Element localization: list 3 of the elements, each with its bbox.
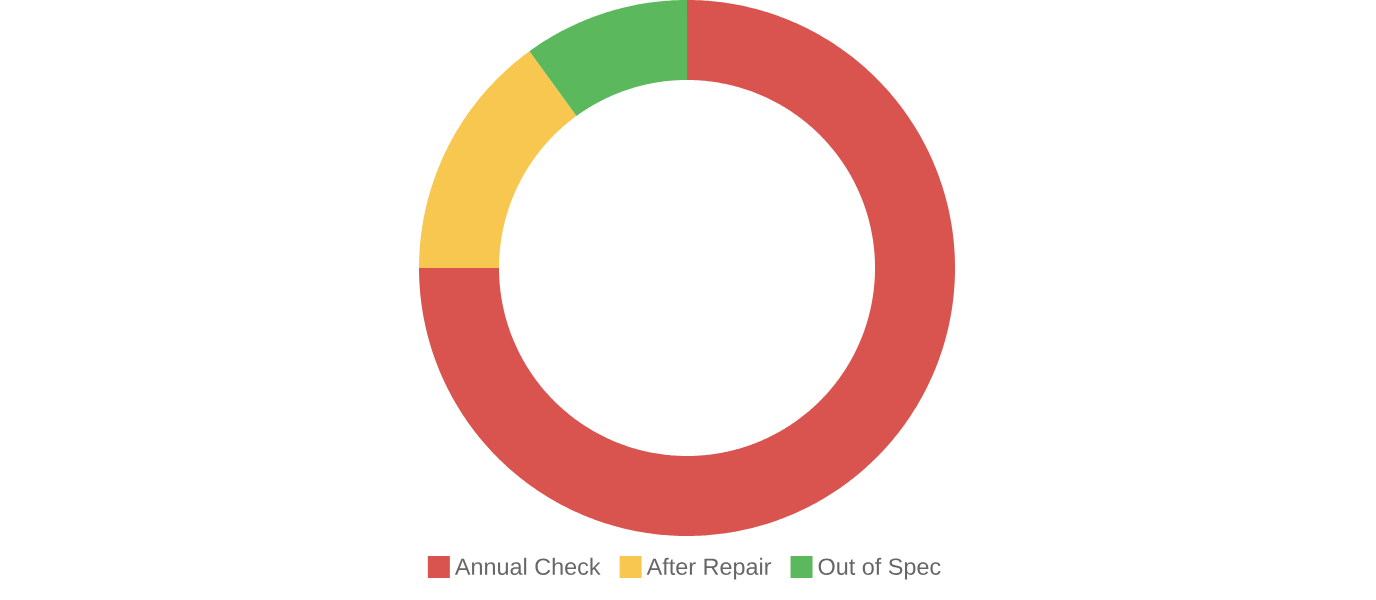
legend-label: Out of Spec	[818, 557, 941, 580]
legend-label: After Repair	[646, 557, 772, 580]
legend-label: Annual Check	[454, 557, 601, 575]
